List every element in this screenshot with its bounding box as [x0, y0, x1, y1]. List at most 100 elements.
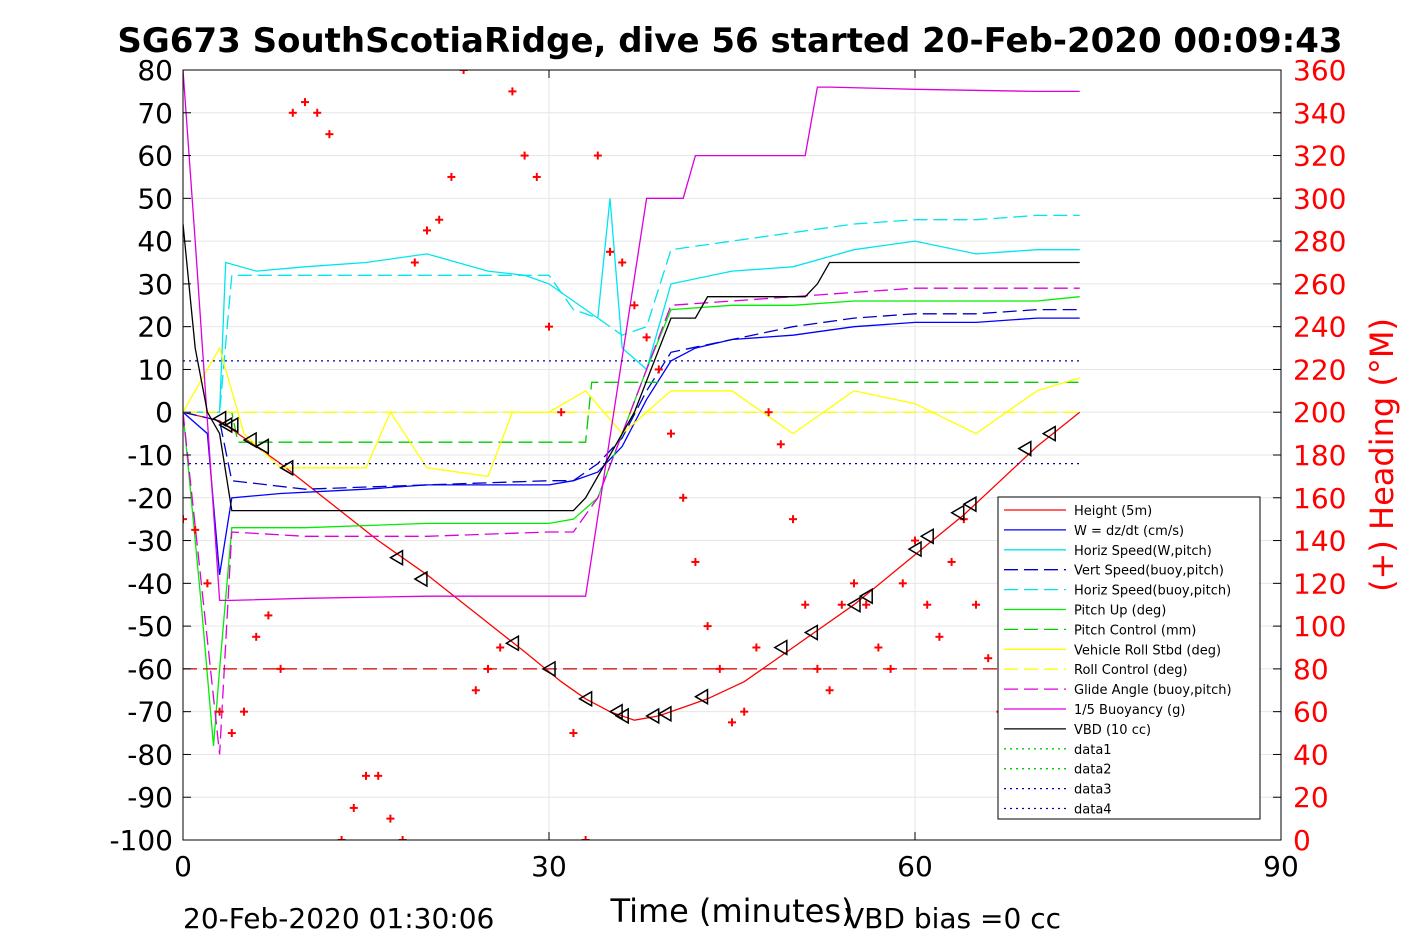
left-tick-label: -100	[109, 824, 173, 857]
left-tick-label: 70	[137, 97, 173, 130]
heading-point	[642, 333, 651, 342]
series-line-glide-angle-buoy-pitch	[183, 287, 1080, 755]
left-tick-label: -80	[127, 738, 173, 771]
legend-label: VBD (10 cc)	[1074, 723, 1151, 738]
heading-point	[923, 600, 932, 609]
right-tick-label: 280	[1293, 225, 1346, 258]
left-tick-label: 50	[137, 182, 173, 215]
heading-point	[362, 771, 370, 780]
heading-point	[691, 557, 700, 566]
heading-point	[703, 622, 712, 631]
heading-point	[850, 579, 858, 588]
heading-point	[435, 215, 444, 224]
triangle-marker	[645, 707, 660, 725]
left-tick-label: -90	[127, 781, 173, 814]
right-tick-label: 20	[1293, 781, 1329, 814]
heading-point	[252, 632, 261, 641]
heading-point	[349, 803, 358, 812]
triangle-marker	[773, 639, 788, 656]
heading-point	[728, 718, 736, 727]
left-tick-label: -30	[127, 525, 173, 558]
heading-point	[911, 536, 919, 545]
heading-point	[557, 408, 566, 417]
heading-point	[423, 226, 431, 235]
right-axis-label: (+) Heading (°M)	[1363, 318, 1401, 592]
heading-point	[203, 579, 212, 588]
right-tick-label: 340	[1293, 97, 1346, 130]
heading-point	[398, 836, 407, 840]
legend-label: Roll Control (deg)	[1074, 663, 1188, 678]
right-tick-label: 60	[1293, 696, 1329, 729]
x-tick-label: 30	[531, 850, 567, 883]
triangle-marker	[907, 540, 922, 558]
triangle-marker	[846, 596, 861, 614]
series-line-vehicle-roll-stbd-deg	[183, 346, 1080, 478]
heading-point	[374, 771, 383, 780]
heading-point	[264, 611, 273, 620]
heading-point	[837, 600, 846, 609]
right-tick-label: 300	[1293, 182, 1346, 215]
triangle-marker	[254, 438, 270, 455]
heading-point	[508, 87, 517, 96]
right-tick-label: 100	[1293, 610, 1346, 643]
heading-point	[191, 525, 200, 534]
chart-title: SG673 SouthScotiaRidge, dive 56 started …	[117, 21, 1342, 61]
heading-point	[301, 98, 309, 107]
heading-point	[935, 632, 944, 641]
heading-point	[679, 493, 688, 502]
legend-label: Glide Angle (buoy,pitch)	[1074, 683, 1232, 698]
triangle-marker	[694, 688, 709, 706]
triangle-marker	[657, 705, 672, 723]
legend-box	[997, 496, 1261, 820]
heading-point	[630, 301, 639, 310]
left-tick-label: -20	[127, 482, 173, 515]
heading-point	[240, 707, 248, 716]
heading-point	[776, 440, 785, 449]
left-tick-label: -10	[127, 439, 173, 472]
triangle-marker	[1041, 425, 1056, 442]
left-axis-ticks: 80 70 60 50 40 30 20 10 0 -10 -20 -30 -40 -50 -60 -70 -8…	[109, 54, 191, 857]
heading-point	[972, 600, 980, 609]
triangle-marker	[858, 587, 873, 605]
legend: Height (5m) W = dz/dt (cm/s) Horiz Speed(W…	[997, 496, 1261, 820]
x-axis-ticks: 0 30 60 90	[174, 70, 1299, 883]
triangle-marker	[504, 634, 520, 652]
left-tick-label: -50	[127, 610, 173, 643]
heading-point	[545, 322, 553, 331]
heading-markers	[183, 70, 1041, 840]
left-tick-label: 20	[137, 311, 173, 344]
triangle-marker	[541, 660, 556, 678]
triangle-marker	[919, 527, 934, 545]
triangle-marker	[218, 416, 233, 434]
triangle-marker	[212, 410, 227, 427]
series-line-w-dz-dt-cm-s	[183, 317, 1080, 575]
triangle-marker	[962, 495, 977, 513]
heading-point	[227, 729, 236, 738]
left-tick-label: -60	[127, 653, 173, 686]
footer-vbd-bias: VBD bias =0 cc	[845, 902, 1061, 935]
triangle-marker	[950, 504, 965, 522]
left-tick-label: 30	[137, 268, 173, 301]
legend-label: data4	[1074, 803, 1112, 818]
series-line-horiz-speed-buoy-pitch	[183, 214, 1080, 413]
heading-point	[984, 654, 993, 663]
heading-point	[874, 643, 883, 652]
triangle-marker	[803, 624, 819, 641]
heading-point	[862, 600, 871, 609]
legend-label: Horiz Speed(W,pitch)	[1074, 544, 1212, 559]
x-axis-label: Time (minutes)	[610, 892, 854, 930]
heading-point	[715, 664, 724, 673]
left-tick-label: 10	[137, 353, 173, 386]
right-tick-label: 320	[1293, 140, 1346, 173]
right-tick-label: 140	[1293, 525, 1346, 558]
legend-label: Pitch Control (mm)	[1074, 623, 1196, 638]
right-tick-label: 160	[1293, 482, 1346, 515]
series-line-height-5m	[183, 411, 1081, 721]
series-line-1-5-buoyancy-g	[183, 70, 1080, 602]
x-tick-label: 0	[174, 850, 192, 883]
heading-point	[496, 643, 505, 652]
legend-label: Vert Speed(buoy,pitch)	[1074, 564, 1224, 579]
heading-point	[764, 408, 773, 417]
heading-point	[459, 70, 468, 74]
legend-label: Vehicle Roll Stbd (deg)	[1074, 643, 1221, 658]
